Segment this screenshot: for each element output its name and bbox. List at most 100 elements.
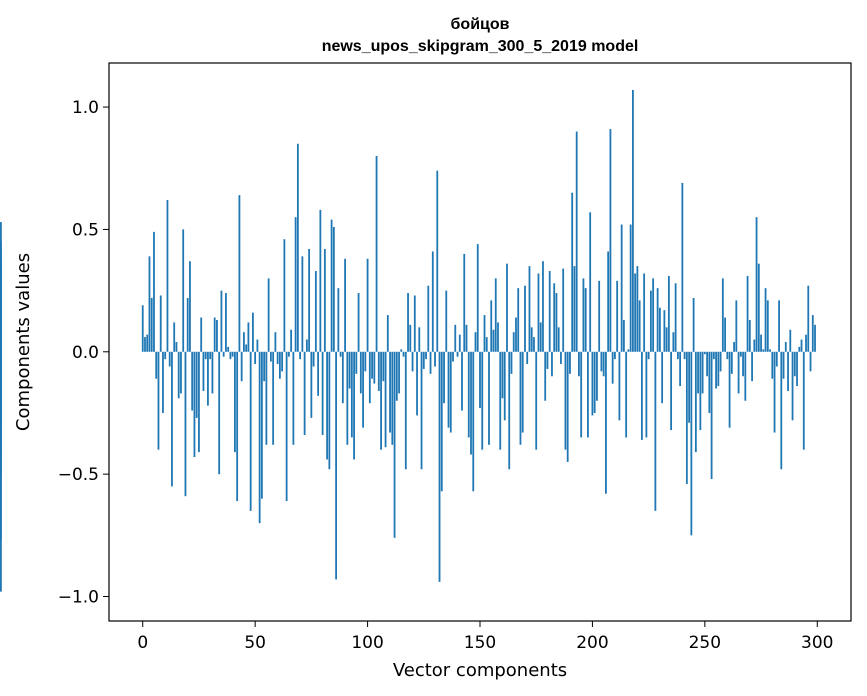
bar (341, 351, 344, 404)
bar (575, 131, 578, 352)
bar (811, 315, 814, 352)
bar (766, 300, 769, 352)
bar (240, 351, 243, 382)
bar (386, 315, 389, 352)
bar (748, 319, 751, 352)
bar (735, 300, 738, 352)
bar (267, 278, 270, 352)
bar (400, 349, 403, 352)
bar (202, 351, 205, 391)
plot-frame (108, 62, 852, 622)
bar (173, 322, 176, 352)
bar (591, 351, 594, 416)
bar (566, 351, 569, 462)
bar (703, 351, 706, 355)
bar (760, 334, 762, 352)
bar (656, 288, 659, 352)
bar (508, 351, 511, 470)
x-tick-label: 150 (464, 633, 496, 653)
bar (800, 339, 803, 352)
bar (647, 351, 650, 360)
bar (285, 351, 288, 502)
bar (753, 339, 756, 352)
bar (519, 351, 522, 445)
bar (186, 297, 189, 352)
bar (355, 351, 358, 374)
bar (236, 351, 239, 502)
bar (546, 351, 549, 369)
bar (479, 351, 481, 409)
bar (409, 324, 412, 352)
y-tick-label: 1.0 (72, 98, 99, 118)
bar (530, 327, 533, 352)
chart-title: бойцов (451, 16, 510, 33)
bar (434, 351, 436, 367)
bar (175, 342, 178, 352)
bar (762, 349, 765, 352)
bar (789, 329, 792, 352)
bar (339, 351, 342, 357)
bar (312, 351, 315, 367)
bar (625, 351, 628, 438)
x-tick-label: 0 (137, 633, 148, 653)
bar (204, 351, 207, 360)
bar (159, 295, 162, 352)
bar (573, 266, 576, 352)
bar (366, 258, 369, 352)
bar (564, 351, 567, 450)
bar (609, 129, 612, 352)
bar (416, 351, 418, 416)
bar (611, 351, 614, 384)
bar (362, 351, 364, 428)
bar (364, 351, 367, 372)
bar (0, 258, 2, 352)
bar (438, 351, 441, 582)
bar (620, 224, 623, 352)
bar (261, 351, 263, 499)
bar (269, 351, 272, 362)
bar (755, 217, 758, 352)
bar (296, 143, 299, 352)
bar (443, 351, 445, 404)
bar (524, 285, 526, 352)
bar (775, 351, 778, 367)
bar (744, 351, 747, 401)
bar (521, 351, 524, 433)
y-axis-ticks: −1.0 −0.5 0.0 0.5 1.0 (58, 98, 109, 608)
bar (571, 192, 574, 352)
bar (157, 351, 160, 450)
bar (627, 349, 630, 352)
bar (245, 344, 248, 352)
bar (769, 349, 771, 352)
bar (476, 244, 479, 352)
bar (539, 322, 542, 352)
bar (420, 351, 423, 470)
bar (276, 351, 279, 365)
bar (474, 332, 477, 352)
bar (258, 351, 261, 524)
bar (814, 324, 816, 352)
bar (712, 351, 715, 360)
bar (249, 351, 252, 511)
bar (422, 351, 425, 369)
bar (254, 351, 257, 365)
bar (515, 317, 517, 352)
bar (287, 351, 290, 357)
bar (632, 89, 634, 352)
bar (719, 351, 722, 372)
bar (726, 351, 729, 360)
bar (663, 310, 666, 352)
bar (153, 231, 155, 352)
chart-subtitle: news_upos_skipgram_300_5_2019 model (322, 38, 639, 55)
bar (0, 351, 2, 421)
bar (162, 351, 164, 413)
bar (456, 351, 459, 357)
bar (667, 275, 670, 352)
bar (146, 334, 149, 352)
bar (569, 351, 571, 374)
bar (596, 351, 598, 401)
bar (382, 351, 385, 382)
bar (679, 351, 682, 387)
bar (238, 195, 241, 352)
bar (742, 351, 744, 377)
